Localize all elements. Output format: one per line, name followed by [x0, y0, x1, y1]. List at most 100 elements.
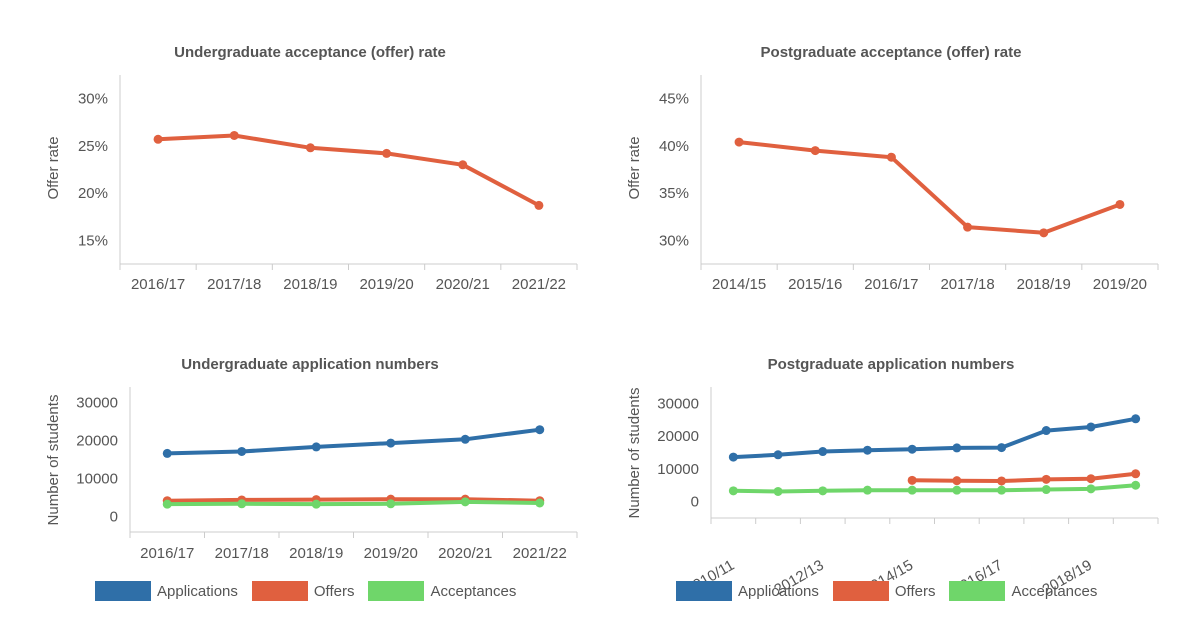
- y-tick-label: 30%: [659, 232, 689, 249]
- data-point-applications[interactable]: [773, 450, 783, 460]
- y-tick-label: 0: [691, 494, 699, 511]
- y-axis-label: Offer rate: [45, 136, 62, 199]
- y-axis-label: Offer rate: [626, 136, 643, 199]
- chart-title: Undergraduate acceptance (offer) rate: [174, 44, 446, 61]
- data-point-offers[interactable]: [1131, 469, 1141, 479]
- data-point-applications[interactable]: [237, 446, 247, 456]
- data-point-offer-rate[interactable]: [886, 152, 896, 162]
- chart-4: Postgraduate application numbers Number o…: [626, 356, 1159, 599]
- data-point-acceptances[interactable]: [997, 485, 1007, 495]
- series-line-acceptances: [731, 483, 1138, 494]
- legend-swatch-acceptances: [949, 581, 1006, 601]
- data-point-acceptances[interactable]: [162, 499, 172, 509]
- data-point-offers[interactable]: [1041, 474, 1051, 484]
- legend-undergraduate: Applications Offers Acceptances: [95, 580, 530, 602]
- data-point-applications[interactable]: [1041, 426, 1051, 436]
- legend-swatch-acceptances: [368, 581, 425, 601]
- data-point-acceptances[interactable]: [386, 499, 396, 509]
- data-point-offer-rate[interactable]: [382, 148, 392, 158]
- data-point-offers[interactable]: [907, 475, 917, 485]
- data-point-acceptances[interactable]: [728, 486, 738, 496]
- data-point-applications[interactable]: [907, 444, 917, 454]
- x-tick-label: 2016/17: [864, 276, 918, 293]
- data-point-acceptances[interactable]: [460, 497, 470, 507]
- x-tick-label: 2017/18: [207, 276, 261, 293]
- x-tick-label: 2018/19: [283, 276, 337, 293]
- legend-swatch-applications: [676, 581, 732, 601]
- data-point-offer-rate[interactable]: [1039, 228, 1049, 238]
- data-point-offers[interactable]: [1086, 474, 1096, 484]
- legend-postgraduate: Applications Offers Acceptances: [676, 580, 1111, 602]
- data-point-offer-rate[interactable]: [305, 143, 315, 153]
- legend-item-offers[interactable]: Offers: [251, 581, 354, 601]
- y-tick-label: 30%: [78, 91, 108, 108]
- data-point-applications[interactable]: [862, 445, 872, 455]
- y-tick-label: 20000: [76, 432, 118, 449]
- y-tick-label: 45%: [659, 91, 689, 108]
- data-point-applications[interactable]: [1131, 414, 1141, 424]
- data-point-offers[interactable]: [952, 476, 962, 486]
- data-point-applications[interactable]: [952, 443, 962, 453]
- data-point-acceptances[interactable]: [773, 486, 783, 496]
- series-line-offers: [910, 471, 1138, 483]
- data-point-acceptances[interactable]: [1086, 484, 1096, 494]
- data-point-acceptances[interactable]: [237, 499, 247, 509]
- data-point-offer-rate[interactable]: [229, 130, 239, 140]
- data-point-acceptances[interactable]: [862, 485, 872, 495]
- legend-item-applications[interactable]: Applications: [95, 581, 238, 601]
- x-tick-label: 2018/19: [1017, 276, 1071, 293]
- data-point-applications[interactable]: [311, 442, 321, 452]
- data-point-acceptances[interactable]: [952, 485, 962, 495]
- chart-1: Undergraduate acceptance (offer) rate Off…: [45, 44, 578, 293]
- legend-item-applications[interactable]: Applications: [676, 581, 819, 601]
- data-point-applications[interactable]: [460, 434, 470, 444]
- legend-item-offers[interactable]: Offers: [832, 581, 936, 601]
- x-tick-label: 2021/22: [513, 545, 567, 562]
- data-point-applications[interactable]: [162, 448, 172, 458]
- y-axis-label: Number of students: [626, 388, 643, 519]
- data-point-offer-rate[interactable]: [734, 137, 744, 147]
- legend-label-applications: Applications: [738, 582, 819, 600]
- data-point-acceptances[interactable]: [311, 499, 321, 509]
- x-tick-label: 2020/21: [436, 276, 490, 293]
- legend-swatch-offers: [832, 581, 889, 601]
- data-point-applications[interactable]: [728, 452, 738, 462]
- series-line-applications: [731, 416, 1138, 460]
- data-point-offer-rate[interactable]: [153, 134, 163, 144]
- x-tick-label: 2019/20: [1093, 276, 1147, 293]
- data-point-applications[interactable]: [997, 443, 1007, 453]
- data-point-offer-rate[interactable]: [963, 222, 973, 232]
- legend-item-acceptances[interactable]: Acceptances: [949, 581, 1097, 601]
- data-point-acceptances[interactable]: [818, 486, 828, 496]
- data-point-applications[interactable]: [1086, 422, 1096, 432]
- x-tick-label: 2015/16: [788, 276, 842, 293]
- data-point-offer-rate[interactable]: [1115, 199, 1125, 209]
- y-tick-label: 10000: [657, 461, 699, 478]
- data-point-acceptances[interactable]: [535, 498, 545, 508]
- legend-label-acceptances: Acceptances: [430, 582, 517, 600]
- chart-title: Undergraduate application numbers: [181, 356, 439, 373]
- y-axis-label: Number of students: [45, 395, 62, 526]
- data-point-applications[interactable]: [386, 438, 396, 448]
- data-point-applications[interactable]: [535, 425, 545, 435]
- legend-item-acceptances[interactable]: Acceptances: [368, 581, 516, 601]
- data-point-acceptances[interactable]: [1131, 480, 1141, 490]
- data-point-applications[interactable]: [818, 447, 828, 457]
- chart-3: Undergraduate application numbers Number …: [45, 356, 578, 562]
- y-tick-label: 10000: [76, 471, 118, 488]
- data-point-offer-rate[interactable]: [534, 200, 544, 210]
- data-point-acceptances[interactable]: [1041, 485, 1051, 495]
- x-tick-label: 2014/15: [712, 276, 766, 293]
- data-point-offer-rate[interactable]: [458, 160, 468, 170]
- x-tick-label: 2020/21: [438, 545, 492, 562]
- data-point-offer-rate[interactable]: [810, 146, 820, 156]
- legend-label-offers: Offers: [894, 582, 936, 600]
- y-tick-label: 40%: [659, 138, 689, 155]
- data-point-acceptances[interactable]: [907, 485, 917, 495]
- chart-title: Postgraduate application numbers: [768, 356, 1015, 373]
- y-tick-label: 15%: [78, 232, 108, 249]
- data-point-offers[interactable]: [997, 476, 1007, 486]
- y-tick-label: 30000: [657, 395, 699, 412]
- legend-label-applications: Applications: [157, 582, 238, 600]
